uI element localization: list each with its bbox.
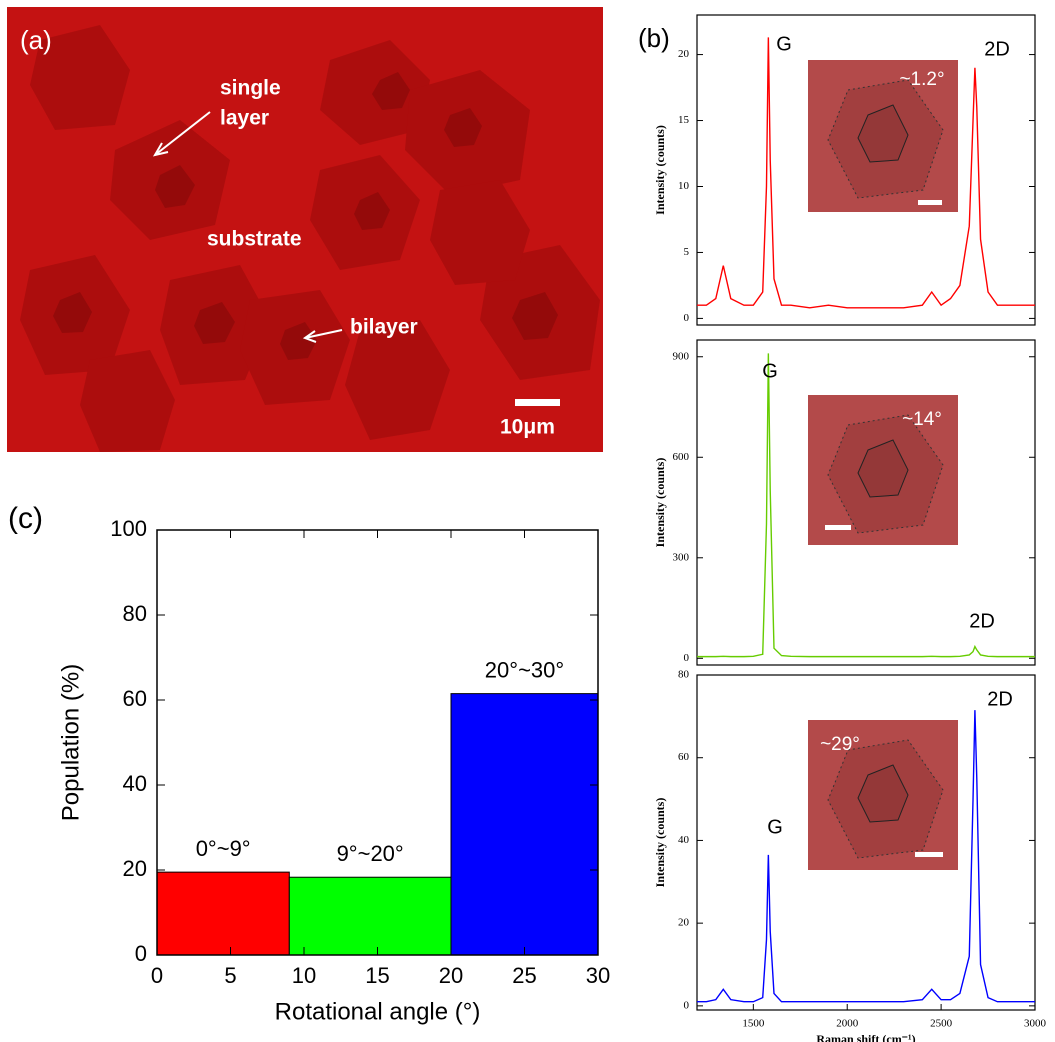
y-tick-label: 20: [678, 917, 690, 929]
y-tick-label: 600: [673, 451, 690, 463]
inset-scale-bar: [918, 200, 942, 205]
inset-scale-bar: [825, 525, 851, 530]
y-tick-label: 20: [678, 48, 690, 60]
y-tick-label: 0: [135, 941, 147, 966]
panel-label: (c): [8, 502, 43, 535]
label: layer: [220, 107, 269, 130]
value-label: 0°~9°: [196, 836, 251, 861]
arrow: [154, 111, 211, 156]
y-tick-label: 0: [684, 652, 690, 664]
peak-label: G: [762, 360, 778, 382]
y-tick-label: 0: [684, 999, 690, 1011]
y-axis-label: Intensity (counts): [653, 458, 667, 548]
inset-label: ~1.2°: [899, 69, 944, 90]
label: substrate: [207, 228, 302, 251]
plot-frame: [696, 14, 1036, 326]
x-tick-label: 0: [151, 963, 163, 988]
x-tick-label: 5: [224, 963, 236, 988]
inset-label: ~29°: [820, 734, 860, 755]
plot-frame: [696, 339, 1036, 666]
inset-bilayer: [857, 764, 909, 823]
scale-bar: [515, 399, 560, 406]
label: single: [220, 77, 281, 100]
value-label: 20°~30°: [485, 657, 564, 682]
x-axis-label: Rotational angle (°): [275, 998, 481, 1025]
arrow: [304, 329, 343, 339]
scale-label: 10μm: [500, 416, 555, 439]
label: bilayer: [350, 316, 418, 339]
x-tick-label: 2000: [836, 1018, 859, 1030]
y-tick-label: 15: [678, 114, 690, 126]
panel-label: (a): [20, 25, 52, 55]
panel-label: (b): [638, 23, 670, 53]
peak-label: G: [767, 816, 783, 838]
x-tick-label: 25: [512, 963, 536, 988]
arrow-head: [302, 330, 317, 343]
bar: [288, 876, 452, 956]
inset-bilayer: [857, 104, 909, 163]
y-axis-label: Intensity (counts): [653, 798, 667, 888]
y-tick-label: 10: [678, 180, 690, 192]
peak-label: 2D: [987, 688, 1013, 710]
y-tick-label: 40: [123, 771, 147, 796]
flakes: [20, 25, 600, 452]
plot-frame: [696, 674, 1036, 1011]
x-tick-label: 10: [292, 963, 316, 988]
y-tick-label: 300: [673, 551, 690, 563]
y-tick-label: 100: [110, 516, 147, 541]
peak-label: 2D: [969, 610, 995, 632]
bilayer-spots: [53, 72, 558, 360]
value-label: 9°~20°: [337, 841, 404, 866]
y-tick-label: 80: [123, 601, 147, 626]
spectrum-line: [697, 37, 1035, 309]
y-tick-label: 60: [678, 751, 690, 763]
arrow-head: [152, 142, 169, 157]
y-tick-label: 80: [678, 669, 690, 681]
x-tick-label: 30: [586, 963, 610, 988]
x-tick-label: 3000: [1024, 1018, 1047, 1030]
x-tick-label: 20: [439, 963, 463, 988]
inset-scale-bar: [915, 852, 943, 857]
x-tick-label: 2500: [930, 1018, 953, 1030]
y-tick-label: 20: [123, 856, 147, 881]
y-axis-label: Intensity (counts): [653, 125, 667, 215]
micrograph: (a) single layer substrate bilayer 10μm: [7, 7, 603, 452]
spectrum-line: [697, 353, 1035, 658]
y-tick-label: 0: [684, 312, 690, 324]
y-tick-label: 900: [673, 350, 690, 362]
y-tick-label: 5: [684, 246, 690, 258]
bar: [156, 871, 290, 956]
x-axis-label: Raman shift (cm⁻¹): [816, 1032, 915, 1042]
x-tick-label: 1500: [742, 1018, 765, 1030]
peak-label: 2D: [984, 38, 1010, 60]
bar: [450, 693, 599, 956]
inset-label: ~14°: [902, 409, 942, 430]
y-tick-label: 60: [123, 686, 147, 711]
y-tick-label: 40: [678, 834, 690, 846]
spectrum-line: [697, 710, 1035, 1003]
y-axis-label: Population (%): [57, 664, 84, 821]
inset-bilayer: [857, 439, 909, 498]
peak-label: G: [776, 33, 792, 55]
x-tick-label: 15: [365, 963, 389, 988]
